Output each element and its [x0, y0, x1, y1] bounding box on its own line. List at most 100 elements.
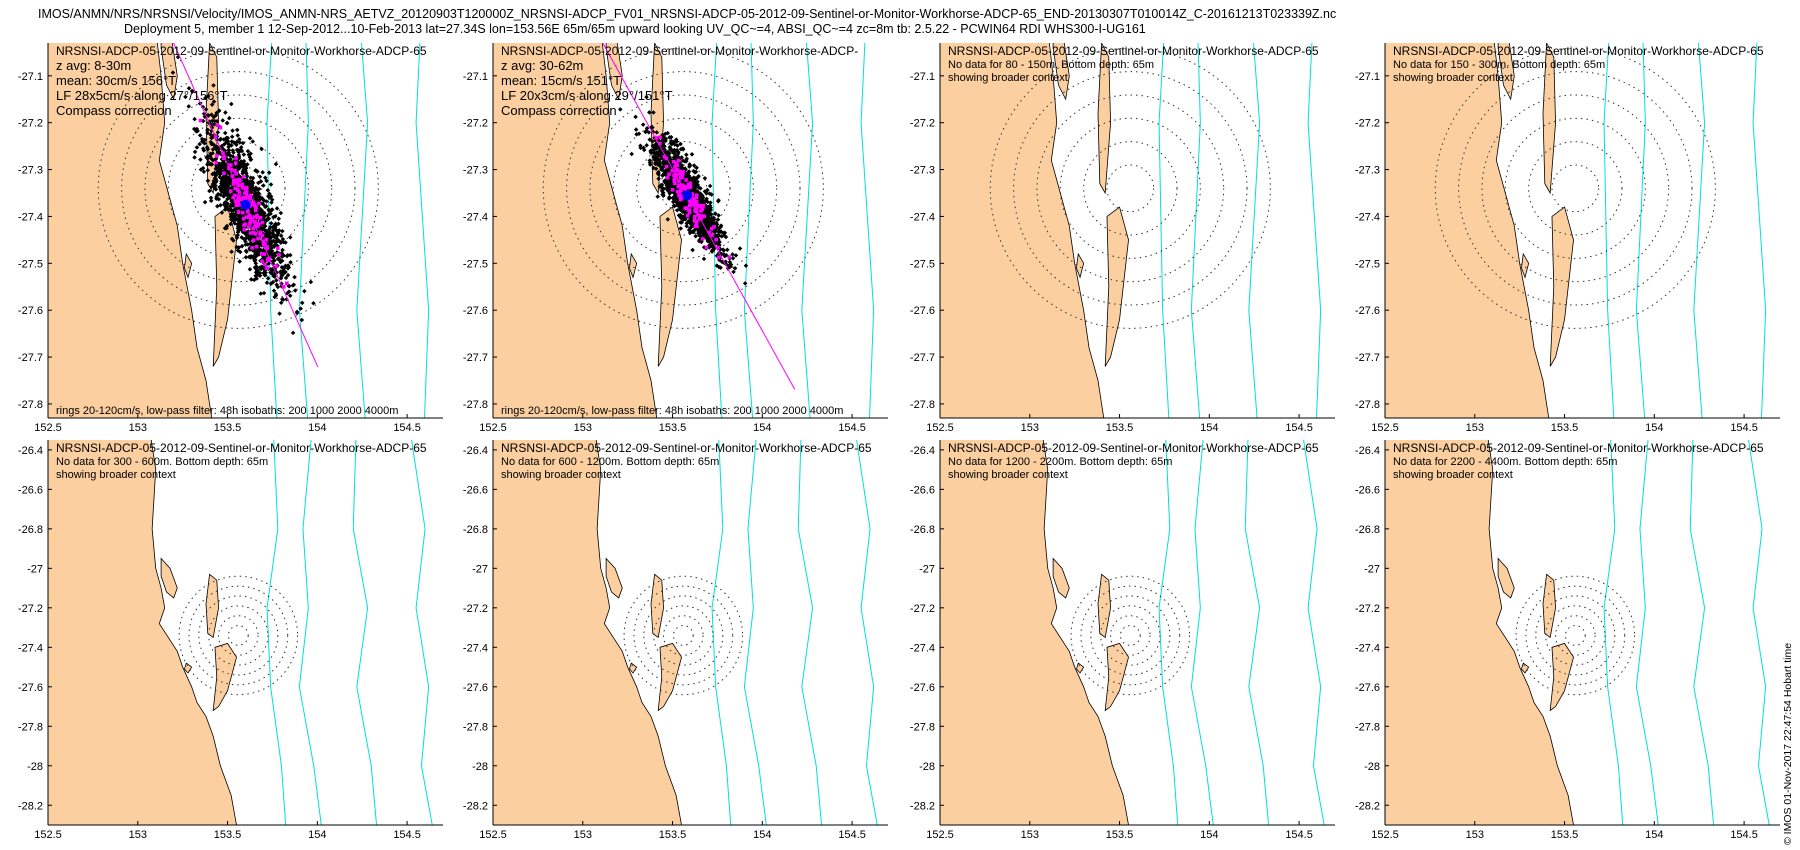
- scatter-point: [268, 266, 274, 272]
- y-tick-label: -27.3: [463, 165, 488, 177]
- lowpass-point: [239, 197, 243, 202]
- scatter-point: [274, 206, 280, 211]
- scatter-point: [216, 108, 222, 114]
- y-tick-label: -27.8: [1355, 399, 1380, 411]
- scatter-point: [235, 133, 240, 138]
- island-0: [605, 557, 623, 599]
- panel-annotation-line: LF 28x5cm/s along 27°/156°T: [56, 88, 228, 103]
- scatter-point: [273, 278, 279, 283]
- panel-row2-col1: 152.5 153 153.5 154 154.5 -26.4 -26.6 -26.8 -27 -…: [18, 440, 443, 841]
- isobath-line-1: [743, 43, 754, 418]
- scatter-point: [311, 301, 316, 306]
- scatter-point: [707, 183, 713, 189]
- scatter-point: [268, 270, 273, 275]
- lowpass-point: [214, 160, 219, 165]
- scatter-point: [208, 195, 214, 201]
- panel-annotation-line: NRSNSI-ADCP-05-2012-09-Sentinel-or-Monit…: [501, 441, 872, 455]
- lowpass-point: [262, 252, 266, 257]
- isobath-line-0: [711, 43, 723, 418]
- velocity-ring-2: [1555, 615, 1596, 656]
- panel-annotation-line: mean: 30cm/s 156°T: [56, 73, 176, 88]
- lowpass-point: [665, 175, 670, 180]
- lowpass-point: [688, 184, 692, 188]
- isobath-line-2: [1689, 440, 1715, 825]
- panel-plot-area: [940, 43, 1322, 418]
- panel-annotation-line: Compass correction: [501, 103, 617, 118]
- x-tick-label: 153: [129, 422, 147, 434]
- scatter-point: [271, 288, 277, 293]
- island-2: [1104, 206, 1129, 367]
- x-tick-label: 154: [753, 422, 771, 434]
- scatter-point: [192, 116, 197, 122]
- scatter-point: [262, 204, 268, 210]
- scatter-point: [290, 330, 296, 336]
- y-tick-label: -26.4: [463, 445, 488, 457]
- lowpass-point: [242, 223, 246, 228]
- scatter-point: [731, 269, 736, 275]
- y-tick-label: -27.4: [463, 642, 488, 654]
- x-tick-label: 152.5: [479, 422, 507, 434]
- panel-annotation-line: z avg: 8-30m: [56, 58, 131, 73]
- lowpass-point: [678, 169, 683, 174]
- scatter-point: [278, 300, 284, 306]
- isobath-line-1: [1635, 440, 1659, 825]
- lowpass-point: [687, 208, 692, 213]
- scatter-point: [273, 293, 279, 298]
- lowpass-point: [700, 237, 705, 241]
- x-tick-label: 153: [129, 829, 147, 841]
- lowpass-point: [680, 174, 684, 179]
- panel-row1-col4: 152.5 153 153.5 154 154.5 -27.1 -27.2 -27.3 -27.…: [1355, 43, 1780, 434]
- lowpass-point: [692, 219, 697, 223]
- scatter-point: [241, 152, 247, 157]
- lowpass-point: [716, 255, 721, 260]
- scatter-point: [237, 259, 242, 264]
- y-tick-label: -27.7: [910, 352, 935, 364]
- island-0: [160, 43, 178, 101]
- velocity-ring-4: [643, 595, 724, 676]
- scatter-point: [701, 256, 707, 262]
- velocity-ring-3: [653, 605, 714, 666]
- lowpass-point: [712, 225, 716, 229]
- scatter-point: [268, 182, 274, 187]
- y-tick-label: -27.3: [910, 165, 935, 177]
- lowpass-point: [240, 186, 245, 190]
- y-tick-label: -27: [27, 563, 43, 575]
- scatter-point: [279, 265, 285, 270]
- lowpass-point: [233, 193, 237, 198]
- x-tick-label: 154.5: [393, 422, 421, 434]
- island-2: [1549, 642, 1574, 712]
- lowpass-point: [673, 164, 677, 169]
- scatter-point: [265, 276, 271, 281]
- y-tick-label: -27.8: [18, 399, 43, 411]
- velocity-ring-4: [1036, 94, 1225, 283]
- island-3: [184, 252, 193, 279]
- lowpass-point: [237, 203, 242, 207]
- lowpass-point: [700, 207, 705, 212]
- isobath-line-1: [298, 43, 309, 418]
- velocity-ring-1: [1564, 625, 1586, 646]
- x-tick-label: 154.5: [1285, 829, 1313, 841]
- velocity-ring-5: [1458, 71, 1693, 306]
- velocity-ring-6: [1515, 575, 1636, 696]
- island-1: [1097, 43, 1111, 195]
- scatter-point: [194, 145, 200, 150]
- isobath-line-2: [801, 43, 814, 418]
- isobath-line-1: [1190, 43, 1201, 418]
- y-tick-label: -27.5: [1355, 258, 1380, 270]
- scatter-point: [285, 252, 290, 258]
- x-tick-label: 154.5: [393, 829, 421, 841]
- x-tick-label: 154: [308, 422, 326, 434]
- x-tick-label: 153: [1021, 422, 1039, 434]
- lowpass-point: [234, 199, 239, 204]
- lowpass-point: [688, 201, 693, 206]
- lowpass-point: [677, 190, 681, 194]
- scatter-point: [273, 161, 279, 167]
- isobath-line-3: [415, 43, 430, 418]
- y-tick-label: -27.8: [463, 399, 488, 411]
- island-2: [212, 642, 237, 712]
- y-tick-label: -27.2: [18, 603, 43, 615]
- scatter-point: [210, 118, 215, 124]
- isobath-line-2: [797, 440, 823, 825]
- x-tick-label: 153: [574, 422, 592, 434]
- velocity-ring-5: [1525, 585, 1626, 686]
